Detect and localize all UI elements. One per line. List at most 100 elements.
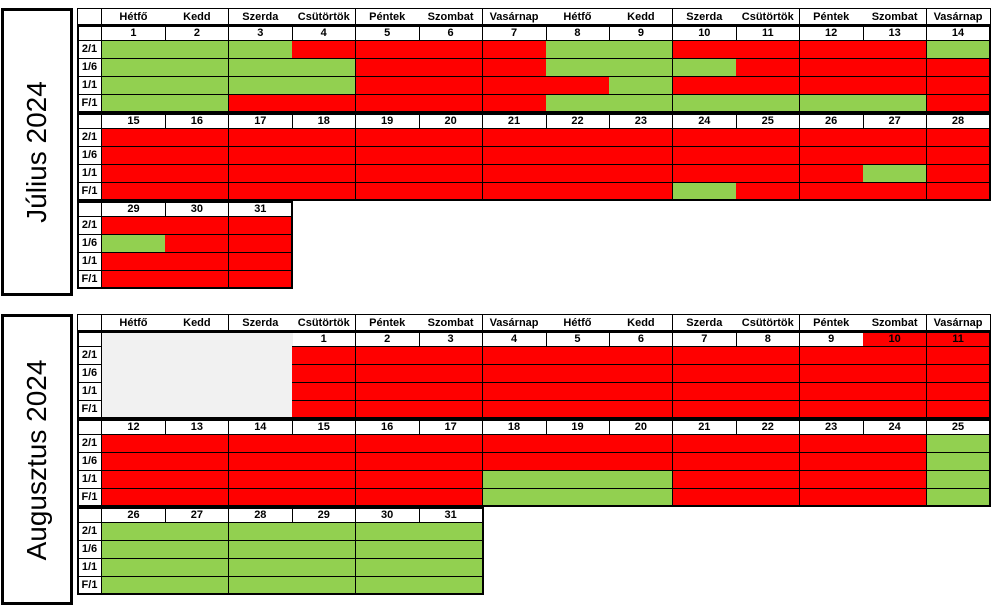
booked-cell xyxy=(292,165,357,183)
booked-cell xyxy=(926,347,991,365)
booked-cell xyxy=(419,147,484,165)
room-type-label: 1/6 xyxy=(77,59,102,77)
available-cell xyxy=(419,541,484,559)
day-number: 30 xyxy=(355,507,420,523)
booked-cell xyxy=(863,471,928,489)
booked-cell xyxy=(736,77,801,95)
room-type-label: 1/1 xyxy=(77,253,102,271)
booked-cell xyxy=(672,129,737,147)
day-number: 4 xyxy=(292,25,357,41)
weekday-header: Csütörtök xyxy=(736,314,801,331)
day-number-spacer xyxy=(77,331,102,347)
booked-cell xyxy=(102,129,166,147)
room-type-label: 1/6 xyxy=(77,453,102,471)
booked-cell xyxy=(292,129,357,147)
available-cell xyxy=(672,95,737,113)
booked-cell xyxy=(228,147,293,165)
booked-cell xyxy=(672,365,737,383)
available-cell xyxy=(355,541,420,559)
booked-cell xyxy=(419,59,484,77)
day-number: 21 xyxy=(672,419,737,435)
available-cell xyxy=(165,95,230,113)
room-type-label: 1/1 xyxy=(77,383,102,401)
booked-cell xyxy=(102,471,166,489)
booked-cell xyxy=(482,129,547,147)
booked-cell xyxy=(926,401,991,419)
day-number: 2 xyxy=(355,331,420,347)
booked-cell xyxy=(736,129,801,147)
booked-cell xyxy=(292,471,357,489)
booked-cell xyxy=(672,347,737,365)
available-cell xyxy=(546,471,610,489)
day-number: 21 xyxy=(482,113,547,129)
day-number: 13 xyxy=(165,419,230,435)
room-type-label: 2/1 xyxy=(77,129,102,147)
room-type-label: 1/1 xyxy=(77,165,102,183)
available-cell xyxy=(228,77,293,95)
available-cell xyxy=(419,577,484,595)
room-type-label: 1/6 xyxy=(77,541,102,559)
booked-cell xyxy=(546,77,610,95)
booked-cell xyxy=(228,271,293,289)
weekday-header: Péntek xyxy=(355,314,420,331)
booked-cell xyxy=(355,383,420,401)
booked-cell xyxy=(672,435,737,453)
booked-cell xyxy=(165,129,230,147)
booked-cell xyxy=(546,183,610,201)
month-title: Július 2024 xyxy=(21,81,52,223)
booked-cell xyxy=(419,183,484,201)
room-type-label: 2/1 xyxy=(77,347,102,365)
day-number: 24 xyxy=(672,113,737,129)
day-number: 12 xyxy=(799,25,864,41)
booked-cell xyxy=(355,435,420,453)
available-cell xyxy=(926,435,991,453)
room-type-label: 1/1 xyxy=(77,559,102,577)
booked-cell xyxy=(102,453,166,471)
month-title-box: Július 2024 xyxy=(1,8,73,296)
available-cell xyxy=(672,183,737,201)
weekday-header: Vasárnap xyxy=(926,314,991,331)
booked-cell xyxy=(799,147,864,165)
booked-cell xyxy=(799,77,864,95)
booked-cell xyxy=(926,383,991,401)
weekday-header: Hétfő xyxy=(102,314,166,331)
weekday-header: Péntek xyxy=(799,314,864,331)
booked-cell xyxy=(292,95,357,113)
available-cell xyxy=(926,489,991,507)
month-section: Július 2024 Hétfő Kedd Szerda Csütörtök Pénte… xyxy=(0,8,1000,296)
booked-cell xyxy=(292,365,357,383)
day-number-spacer xyxy=(77,201,102,217)
booked-cell xyxy=(736,435,801,453)
day-number: 3 xyxy=(228,25,293,41)
weekday-header: Péntek xyxy=(799,8,864,25)
booked-cell xyxy=(926,59,991,77)
room-type-label: F/1 xyxy=(77,489,102,507)
room-type-label: 1/6 xyxy=(77,235,102,253)
day-number-spacer xyxy=(77,113,102,129)
booked-cell xyxy=(165,453,230,471)
booked-cell xyxy=(165,147,230,165)
day-number: 11 xyxy=(736,25,801,41)
month-title: Augusztus 2024 xyxy=(21,359,52,560)
day-number: 15 xyxy=(292,419,357,435)
booked-cell xyxy=(165,253,230,271)
month-title-box: Augusztus 2024 xyxy=(1,314,73,605)
weekday-header: Szombat xyxy=(863,8,928,25)
available-cell xyxy=(102,95,166,113)
availability-cell xyxy=(102,383,166,401)
day-number-spacer xyxy=(77,419,102,435)
room-type-label: 1/6 xyxy=(77,365,102,383)
day-number: 31 xyxy=(228,201,293,217)
room-type-label: 1/6 xyxy=(77,147,102,165)
booked-cell xyxy=(863,41,928,59)
booked-cell xyxy=(926,165,991,183)
weekday-header: Hétfő xyxy=(546,314,610,331)
booked-cell xyxy=(165,183,230,201)
booked-cell xyxy=(546,365,610,383)
booked-cell xyxy=(799,435,864,453)
day-number: 22 xyxy=(736,419,801,435)
booked-cell xyxy=(482,401,547,419)
booked-cell xyxy=(863,365,928,383)
booked-cell xyxy=(926,365,991,383)
availability-cell xyxy=(165,347,230,365)
